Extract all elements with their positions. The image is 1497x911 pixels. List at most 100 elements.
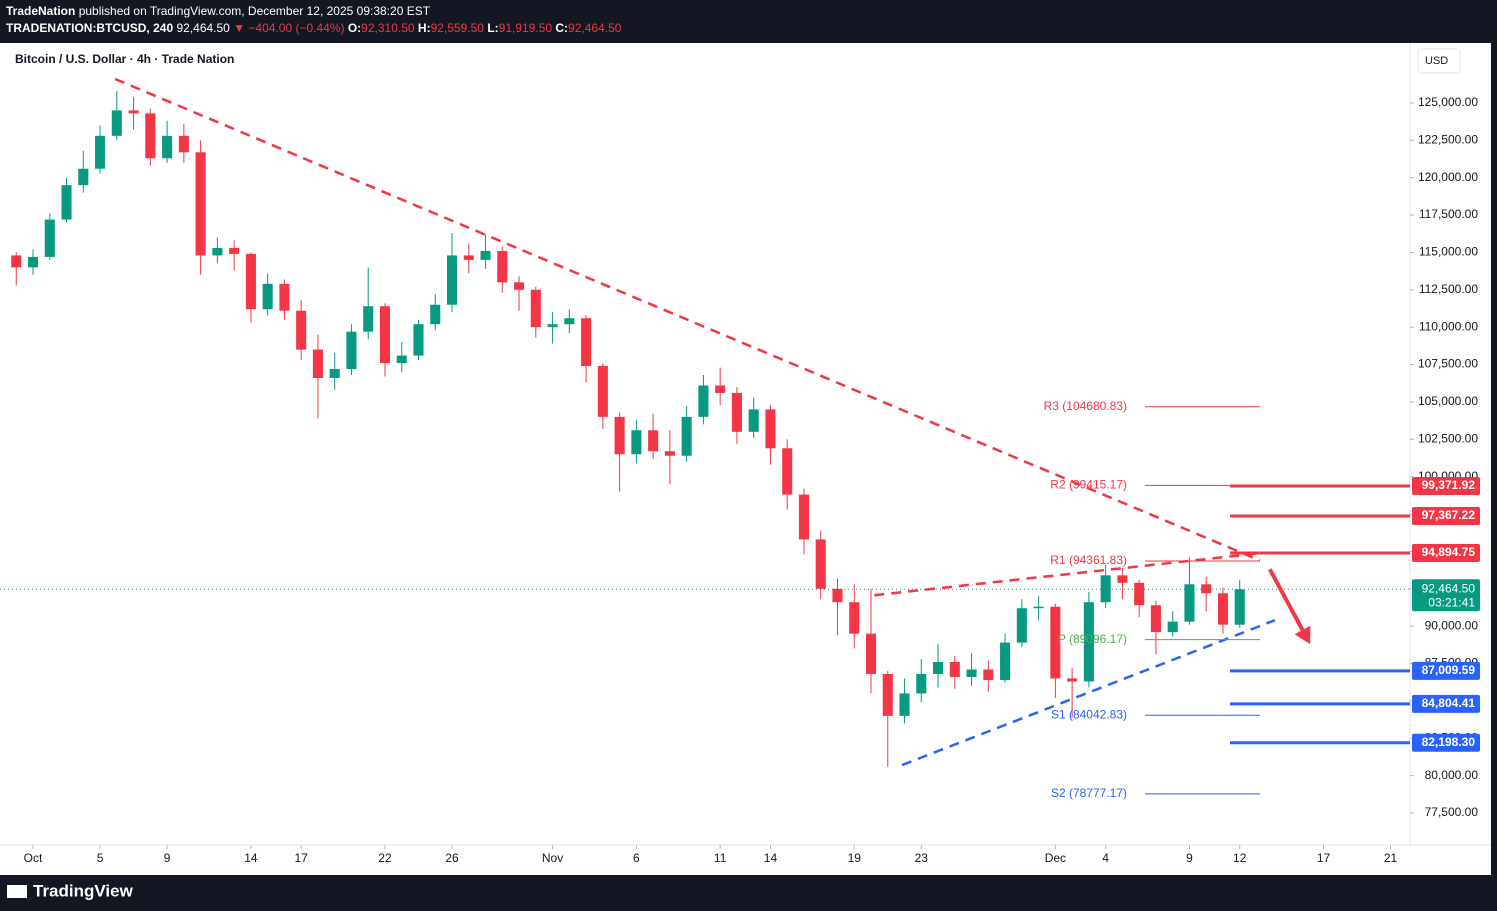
candle-body xyxy=(27,256,39,268)
level-tag-label: 94,894.75 xyxy=(1422,545,1476,559)
price: 92,464.50 xyxy=(176,21,230,35)
candle-body xyxy=(530,289,541,328)
x-tick-label: 23 xyxy=(915,851,929,865)
level-tag xyxy=(1412,733,1480,752)
candle-body xyxy=(245,253,256,310)
y-tick-label: 77,500.00 xyxy=(1425,805,1479,819)
symbol-line: TRADENATION:BTCUSD, 240 92,464.50 ▼ −404… xyxy=(6,21,622,35)
candle-body xyxy=(1184,584,1195,622)
candle-body xyxy=(346,331,357,370)
ohlc-value: 92,464.50 xyxy=(568,21,622,35)
candle-body xyxy=(11,255,22,268)
candle-body xyxy=(1016,608,1027,643)
candle-body xyxy=(899,693,910,716)
plot: R3 (104680.83) R2 (99415.17) R1 (94361.83)… xyxy=(0,77,1410,800)
candle-body xyxy=(229,247,240,254)
candle-body xyxy=(731,392,742,432)
candle-body xyxy=(1117,575,1128,583)
candle-body xyxy=(1217,593,1228,625)
arrow-head xyxy=(1294,625,1311,645)
level-tag-label: 99,371.92 xyxy=(1422,478,1476,492)
candle-body xyxy=(865,633,877,674)
level-tag-label: 97,367.22 xyxy=(1422,508,1476,522)
level-tag xyxy=(1412,694,1480,713)
pivot-label: S1 (84042.83) xyxy=(1051,707,1127,721)
candle-body xyxy=(815,539,826,589)
last-price-label: 92,464.50 xyxy=(1422,581,1476,595)
y-tick-label: 112,500.00 xyxy=(1419,282,1478,296)
level-tag xyxy=(1412,477,1480,496)
x-tick-label: 22 xyxy=(378,851,392,865)
x-tick-label: 14 xyxy=(244,851,258,865)
candle-body xyxy=(1000,642,1011,680)
x-tick-label: 17 xyxy=(1317,851,1331,865)
candle-body xyxy=(1083,602,1094,682)
arrow-shaft xyxy=(1268,568,1305,631)
x-tick-label: 11 xyxy=(714,851,727,865)
author: TradeNation xyxy=(6,4,75,18)
y-tick-label: 117,500.00 xyxy=(1419,207,1478,221)
candle-body xyxy=(379,306,390,364)
candle-body xyxy=(1234,589,1245,625)
candle-body xyxy=(664,451,675,456)
candle-body xyxy=(681,416,692,456)
candle-body xyxy=(648,430,659,452)
level-tag xyxy=(1412,661,1480,680)
pivot-label: R3 (104680.83) xyxy=(1044,399,1127,413)
ohlc-label: C: xyxy=(555,21,568,35)
y-tick-label: 120,000.00 xyxy=(1418,170,1478,184)
candle-body xyxy=(312,349,323,379)
candle-body xyxy=(78,168,89,186)
candle-body xyxy=(111,110,122,136)
chart-title: Bitcoin / U.S. Dollar · 4h · Trade Natio… xyxy=(15,52,234,66)
candle-body xyxy=(128,110,139,114)
candle-body xyxy=(430,304,441,325)
ohlc-label: H: xyxy=(418,21,431,35)
candle-body xyxy=(514,282,525,290)
x-tick-label: 17 xyxy=(294,851,308,865)
level-tag xyxy=(1412,543,1480,562)
candle-body xyxy=(162,135,173,159)
candle-body xyxy=(949,662,960,677)
x-tick-label: 21 xyxy=(1384,851,1398,865)
symbol: TRADENATION:BTCUSD, 240 xyxy=(6,21,173,35)
candle-body xyxy=(61,185,72,220)
candle-body xyxy=(1167,621,1178,633)
y-tick-label: 125,000.00 xyxy=(1418,95,1478,109)
x-tick-label: 4 xyxy=(1102,851,1109,865)
published: published on TradingView.com, December 1… xyxy=(79,4,431,18)
candle-body xyxy=(966,669,977,677)
pivot-label: R1 (94361.83) xyxy=(1050,553,1127,567)
candle-body xyxy=(933,662,944,674)
y-tick-label: 122,500.00 xyxy=(1418,132,1478,146)
level-tag xyxy=(1412,507,1480,526)
candle-body xyxy=(1100,575,1111,603)
candle-body xyxy=(1067,678,1078,682)
candle-body xyxy=(145,113,156,159)
candle-body xyxy=(564,318,575,325)
candle-body xyxy=(547,324,558,328)
candle-body xyxy=(1050,606,1061,679)
ohlc-label: L: xyxy=(487,21,498,35)
candle-body xyxy=(279,283,290,311)
level-tag-label: 82,198.30 xyxy=(1422,735,1476,749)
candle-body xyxy=(715,385,726,393)
candle-body xyxy=(849,602,860,634)
candle-body xyxy=(983,669,994,680)
currency-button[interactable] xyxy=(1417,48,1461,74)
candle-body xyxy=(832,588,843,603)
x-tick-label: 12 xyxy=(1233,851,1247,865)
pivot-label: P (89096.17) xyxy=(1058,632,1127,646)
candle-body xyxy=(463,255,474,260)
y-tick-label: 80,000.00 xyxy=(1425,768,1479,782)
trendline xyxy=(114,77,1261,562)
y-tick-label: 107,500.00 xyxy=(1418,357,1478,371)
candle-body xyxy=(296,310,307,350)
currency[interactable]: USD xyxy=(1425,55,1448,67)
candle-body xyxy=(1201,584,1212,594)
candle-body xyxy=(178,135,189,153)
pivot-label: S2 (78777.17) xyxy=(1051,786,1127,800)
candle-body xyxy=(782,448,793,495)
candle-body xyxy=(581,318,592,367)
